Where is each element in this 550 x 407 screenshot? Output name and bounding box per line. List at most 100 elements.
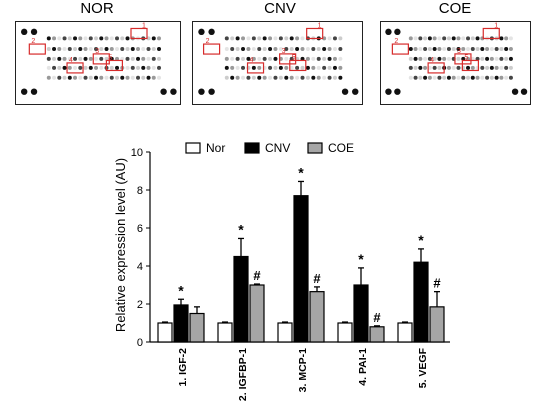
highlight-box	[92, 53, 110, 65]
array-spot	[151, 65, 156, 70]
array-spot	[120, 36, 125, 41]
array-spot	[470, 36, 475, 41]
array-spot	[224, 65, 229, 70]
array-spot	[466, 75, 471, 80]
array-spot	[109, 75, 114, 80]
array-spot	[83, 65, 88, 70]
array-spot	[456, 56, 461, 61]
array-spot	[504, 65, 509, 70]
array-spot	[494, 65, 499, 70]
array-spot	[446, 56, 451, 61]
array-spot	[99, 36, 104, 41]
array-spot	[300, 47, 305, 52]
array-spot	[136, 56, 141, 61]
array-spot	[99, 47, 104, 52]
significance-marker: *	[298, 164, 304, 180]
y-tick-label: 0	[137, 337, 143, 349]
array-spot	[83, 75, 88, 80]
y-tick-label: 4	[137, 261, 143, 273]
array-spot	[284, 36, 289, 41]
significance-marker: #	[313, 271, 321, 286]
highlight-box	[202, 43, 221, 55]
array-spot	[83, 47, 88, 52]
array-spot	[451, 75, 456, 80]
array-spot	[332, 65, 337, 70]
array-spot	[278, 75, 283, 80]
array-spot	[257, 75, 262, 80]
array-spot	[57, 36, 62, 41]
array-spot	[332, 56, 337, 61]
x-tick-label: 1. IGF-2	[177, 348, 189, 387]
array-spot	[136, 75, 141, 80]
array-spot	[451, 47, 456, 52]
highlight-box	[130, 27, 148, 40]
array-spot	[78, 36, 83, 41]
array-spot	[461, 75, 466, 80]
array-spot	[423, 47, 428, 52]
array-spot	[99, 56, 104, 61]
array-spot	[432, 75, 437, 80]
array-spot	[311, 65, 316, 70]
array-spot	[316, 65, 321, 70]
array-spot	[251, 75, 256, 80]
array-spot	[470, 47, 475, 52]
array-spot	[305, 47, 310, 52]
array-spot	[46, 36, 51, 41]
array-spot	[338, 56, 343, 61]
array-spot	[136, 65, 141, 70]
blot-image-cnv: 1 2 3 4 5	[192, 21, 363, 105]
array-spot	[235, 56, 240, 61]
array-spot	[241, 65, 246, 70]
array-spot	[57, 75, 62, 80]
array-spot	[295, 36, 300, 41]
array-spot	[278, 47, 283, 52]
array-spot	[466, 65, 471, 70]
highlight-box-label: 4	[430, 57, 434, 64]
array-spot	[273, 56, 278, 61]
array-spot	[508, 75, 513, 80]
array-spot	[115, 47, 120, 52]
array-spot	[442, 47, 447, 52]
array-spot	[300, 36, 305, 41]
array-spot	[99, 75, 104, 80]
array-spot	[230, 65, 235, 70]
highlight-box-label: 2	[206, 38, 210, 45]
array-spot	[157, 36, 162, 41]
array-spot	[423, 36, 428, 41]
array-spot	[437, 65, 442, 70]
array-spot	[284, 47, 289, 52]
array-spot	[418, 36, 423, 41]
array-spot	[418, 56, 423, 61]
array-spot	[230, 75, 235, 80]
array-spot	[475, 47, 480, 52]
array-spot	[485, 65, 490, 70]
array-spot	[442, 56, 447, 61]
legend-label: Nor	[206, 141, 225, 155]
reference-spot	[208, 28, 215, 36]
array-spot	[141, 56, 146, 61]
array-spot	[451, 36, 456, 41]
array-spot	[151, 47, 156, 52]
array-spot	[251, 65, 256, 70]
array-spot	[130, 65, 135, 70]
array-spot	[408, 65, 413, 70]
array-spot	[427, 65, 432, 70]
array-spot	[125, 75, 130, 80]
array-spot	[257, 36, 262, 41]
array-spot	[316, 75, 321, 80]
y-tick-label: 6	[137, 223, 143, 235]
array-spot	[480, 75, 485, 80]
array-spot	[311, 47, 316, 52]
reference-spot	[160, 88, 167, 95]
array-spot	[284, 56, 289, 61]
array-spot	[224, 47, 229, 52]
array-spot	[125, 47, 130, 52]
array-spot	[508, 65, 513, 70]
array-spot	[427, 36, 432, 41]
array-spot	[485, 75, 490, 80]
array-spot	[418, 65, 423, 70]
array-spot	[78, 56, 83, 61]
array-spot	[427, 56, 432, 61]
array-spot	[251, 36, 256, 41]
array-spot	[300, 65, 305, 70]
